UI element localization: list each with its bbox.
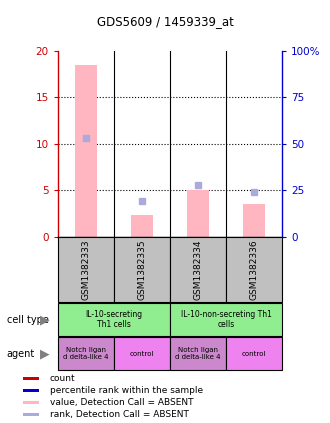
- Text: agent: agent: [7, 349, 35, 359]
- Text: control: control: [242, 351, 266, 357]
- Text: value, Detection Call = ABSENT: value, Detection Call = ABSENT: [50, 398, 193, 407]
- Bar: [170, 337, 226, 370]
- Bar: [23, 389, 40, 392]
- Text: IL-10-secreting
Th1 cells: IL-10-secreting Th1 cells: [85, 310, 143, 330]
- Text: Notch ligan
d delta-like 4: Notch ligan d delta-like 4: [63, 347, 109, 360]
- Bar: [170, 237, 226, 302]
- Text: IL-10-non-secreting Th1
cells: IL-10-non-secreting Th1 cells: [181, 310, 272, 330]
- Bar: [114, 237, 170, 302]
- Text: GDS5609 / 1459339_at: GDS5609 / 1459339_at: [97, 15, 233, 28]
- Text: ▶: ▶: [40, 347, 50, 360]
- Bar: [58, 303, 170, 336]
- Bar: [131, 214, 153, 237]
- Bar: [187, 190, 209, 237]
- Text: rank, Detection Call = ABSENT: rank, Detection Call = ABSENT: [50, 410, 189, 419]
- Bar: [243, 204, 265, 237]
- Bar: [170, 303, 282, 336]
- Bar: [23, 377, 40, 380]
- Text: GSM1382333: GSM1382333: [81, 239, 90, 300]
- Bar: [23, 401, 40, 404]
- Bar: [58, 237, 114, 302]
- Bar: [23, 413, 40, 416]
- Bar: [75, 65, 97, 237]
- Bar: [114, 337, 170, 370]
- Text: ▶: ▶: [40, 313, 50, 326]
- Text: GSM1382334: GSM1382334: [193, 239, 203, 300]
- Text: count: count: [50, 374, 76, 383]
- Text: Notch ligan
d delta-like 4: Notch ligan d delta-like 4: [175, 347, 221, 360]
- Text: cell type: cell type: [7, 315, 49, 325]
- Bar: [226, 337, 282, 370]
- Text: percentile rank within the sample: percentile rank within the sample: [50, 386, 203, 395]
- Text: control: control: [130, 351, 154, 357]
- Text: GSM1382335: GSM1382335: [137, 239, 147, 300]
- Bar: [58, 337, 114, 370]
- Text: GSM1382336: GSM1382336: [249, 239, 259, 300]
- Bar: [226, 237, 282, 302]
